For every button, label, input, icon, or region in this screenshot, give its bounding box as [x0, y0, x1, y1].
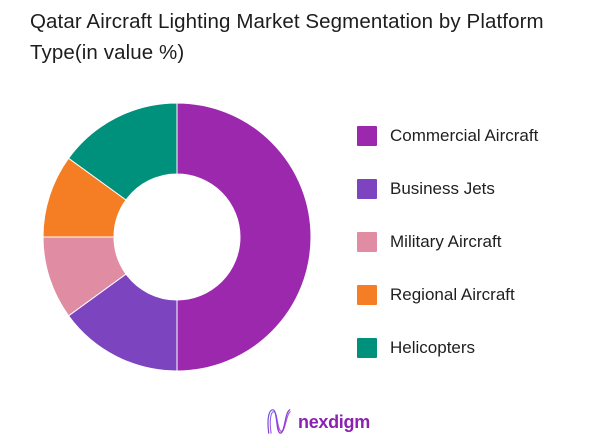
legend-item-military-aircraft: Military Aircraft	[357, 232, 538, 252]
legend-label: Commercial Aircraft	[390, 126, 539, 145]
brand-name: nexdigm	[298, 411, 370, 432]
legend-swatch-icon	[357, 285, 377, 305]
legend-item-regional-aircraft: Regional Aircraft	[357, 285, 538, 305]
donut-slice-helicopters	[67, 102, 178, 201]
legend-label: Business Jets	[390, 179, 495, 198]
chart-title: Qatar Aircraft Lighting Market Segmentat…	[30, 10, 544, 64]
legend-label: Military Aircraft	[390, 232, 502, 251]
legend-item-helicopters: Helicopters	[357, 338, 538, 358]
legend-swatch-icon	[357, 338, 377, 358]
chart-legend: Commercial Aircraft Business Jets Milita…	[357, 126, 538, 358]
legend-item-business-jets: Business Jets	[357, 179, 538, 199]
legend-label: Helicopters	[390, 338, 476, 357]
donut-slice-business-jets	[67, 273, 178, 372]
donut-slice-commercial-aircraft	[176, 102, 312, 372]
donut-chart-container	[42, 102, 312, 372]
legend-swatch-icon	[357, 179, 377, 199]
nexdigm-logo-icon	[267, 409, 291, 434]
donut-chart	[42, 102, 312, 372]
legend-label: Regional Aircraft	[390, 285, 515, 304]
brand-footer: nexdigm	[265, 405, 370, 437]
legend-item-commercial-aircraft: Commercial Aircraft	[357, 126, 538, 146]
legend-swatch-icon	[357, 126, 377, 146]
legend-swatch-icon	[357, 232, 377, 252]
